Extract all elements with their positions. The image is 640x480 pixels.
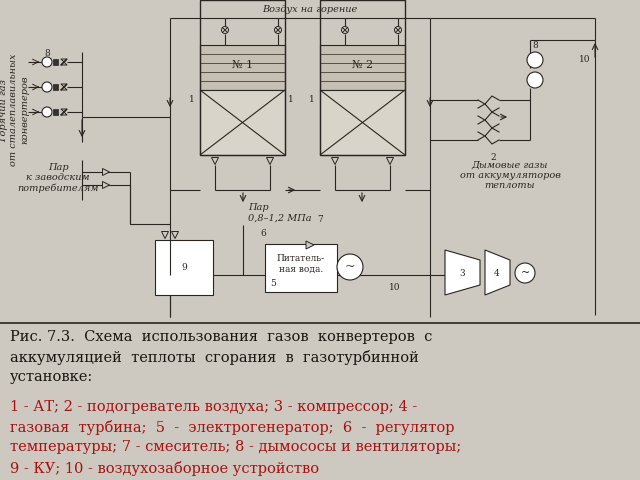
Text: ~: ~ xyxy=(520,268,530,278)
Polygon shape xyxy=(172,231,179,239)
Bar xyxy=(53,59,58,65)
Polygon shape xyxy=(161,231,168,239)
Text: 10: 10 xyxy=(389,284,401,292)
Polygon shape xyxy=(102,181,109,189)
Circle shape xyxy=(394,26,401,34)
Text: Воздух на горение: Воздух на горение xyxy=(262,5,358,14)
Text: 1: 1 xyxy=(309,96,315,105)
Bar xyxy=(155,240,213,295)
Circle shape xyxy=(42,82,52,92)
Polygon shape xyxy=(306,241,314,249)
Text: Питатель-
ная вода.: Питатель- ная вода. xyxy=(277,254,325,274)
Text: 6: 6 xyxy=(260,228,266,238)
Bar xyxy=(320,0,405,155)
Polygon shape xyxy=(102,168,109,176)
Bar xyxy=(320,45,405,90)
Text: Пар
к заводским
потребителям: Пар к заводским потребителям xyxy=(17,163,99,193)
Text: ~: ~ xyxy=(345,261,355,274)
Text: № 1: № 1 xyxy=(232,60,253,70)
Text: 7: 7 xyxy=(317,216,323,225)
Circle shape xyxy=(42,107,52,117)
Text: Пар
0,8–1,2 МПа: Пар 0,8–1,2 МПа xyxy=(248,204,312,223)
Polygon shape xyxy=(266,157,273,165)
Bar xyxy=(265,244,337,292)
Polygon shape xyxy=(485,250,510,295)
Text: 9: 9 xyxy=(181,263,187,272)
Text: 10: 10 xyxy=(579,56,591,64)
Polygon shape xyxy=(211,157,218,165)
Bar xyxy=(53,84,58,90)
Circle shape xyxy=(275,26,282,34)
Bar xyxy=(200,45,285,90)
Circle shape xyxy=(342,26,349,34)
Text: 1: 1 xyxy=(189,96,195,105)
Polygon shape xyxy=(387,157,394,165)
Circle shape xyxy=(337,254,363,280)
Bar xyxy=(200,90,285,155)
Text: 4: 4 xyxy=(494,268,500,277)
Text: 8: 8 xyxy=(532,40,538,49)
Polygon shape xyxy=(445,250,480,295)
Text: Горячий газ
от сталеплавильных
конвертеров: Горячий газ от сталеплавильных конвертер… xyxy=(0,54,29,166)
Polygon shape xyxy=(332,157,339,165)
Text: 3: 3 xyxy=(459,268,465,277)
Text: 1: 1 xyxy=(288,96,294,105)
Circle shape xyxy=(221,26,228,34)
Circle shape xyxy=(527,52,543,68)
Text: 5: 5 xyxy=(270,279,276,288)
Circle shape xyxy=(515,263,535,283)
Text: Дымовые газы
от аккумуляторов
теплоты: Дымовые газы от аккумуляторов теплоты xyxy=(460,160,561,190)
Text: 8: 8 xyxy=(44,48,50,58)
Text: 2: 2 xyxy=(490,154,496,163)
Circle shape xyxy=(42,57,52,67)
Circle shape xyxy=(527,72,543,88)
Text: № 2: № 2 xyxy=(352,60,373,70)
Text: Рис. 7.3.  Схема  использования  газов  конвертеров  с
аккумуляцией  теплоты  сг: Рис. 7.3. Схема использования газов конв… xyxy=(10,330,433,384)
Text: 1 - АТ; 2 - подогреватель воздуха; 3 - компрессор; 4 -
газовая  турбина;  5  -  : 1 - АТ; 2 - подогреватель воздуха; 3 - к… xyxy=(10,400,461,476)
Bar xyxy=(53,109,58,115)
Bar xyxy=(200,0,285,155)
Bar xyxy=(320,90,405,155)
